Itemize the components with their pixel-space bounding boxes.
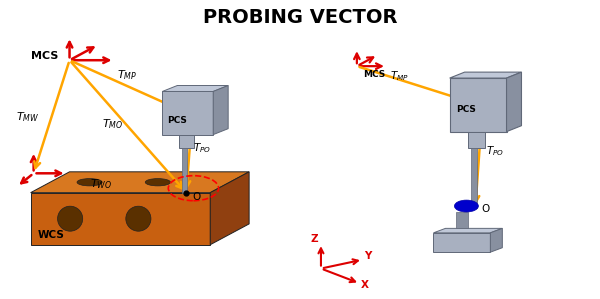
Polygon shape <box>456 212 467 228</box>
Polygon shape <box>213 86 228 135</box>
Text: X: X <box>361 280 369 290</box>
Text: $T_{MW}$: $T_{MW}$ <box>16 110 39 123</box>
Polygon shape <box>31 193 210 245</box>
Polygon shape <box>469 132 485 148</box>
Text: $T_{MP}$: $T_{MP}$ <box>390 70 409 83</box>
Polygon shape <box>433 233 490 252</box>
Polygon shape <box>433 228 502 233</box>
Text: MCS: MCS <box>363 71 385 80</box>
Polygon shape <box>490 228 502 252</box>
Text: $T_{MO}$: $T_{MO}$ <box>103 117 124 131</box>
Text: WCS: WCS <box>38 230 65 240</box>
Text: Y: Y <box>364 251 371 261</box>
Polygon shape <box>31 172 249 193</box>
Polygon shape <box>471 148 477 208</box>
Polygon shape <box>163 86 228 91</box>
Text: $T_{PO}$: $T_{PO}$ <box>486 144 505 158</box>
Polygon shape <box>182 148 187 193</box>
Ellipse shape <box>58 206 83 231</box>
Text: O: O <box>192 192 200 202</box>
Ellipse shape <box>126 206 151 231</box>
Text: PROBING VECTOR: PROBING VECTOR <box>203 8 397 27</box>
Circle shape <box>454 200 478 212</box>
Text: Z: Z <box>310 234 318 244</box>
Ellipse shape <box>145 179 170 186</box>
Polygon shape <box>449 78 506 132</box>
Text: $T_{MP}$: $T_{MP}$ <box>118 68 137 82</box>
Text: MCS: MCS <box>31 51 58 61</box>
Text: PCS: PCS <box>167 116 187 125</box>
Polygon shape <box>506 72 521 132</box>
Polygon shape <box>210 172 249 245</box>
Text: PCS: PCS <box>455 105 476 114</box>
Polygon shape <box>449 72 521 78</box>
Polygon shape <box>163 91 213 135</box>
Ellipse shape <box>77 179 102 186</box>
Polygon shape <box>179 135 194 148</box>
Text: $T_{PO}$: $T_{PO}$ <box>193 141 212 155</box>
Text: $T_{WO}$: $T_{WO}$ <box>91 177 113 191</box>
Text: O: O <box>481 204 490 214</box>
